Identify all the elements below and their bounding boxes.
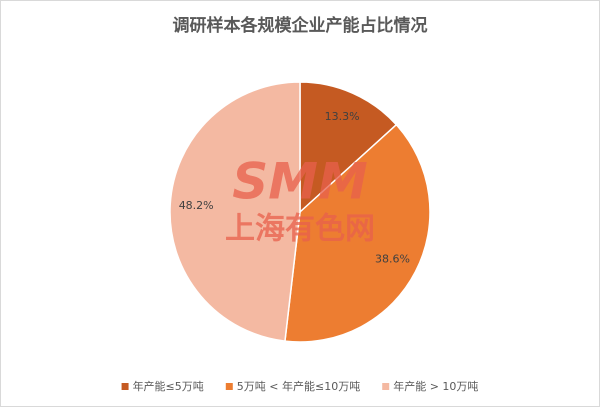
data-label: 48.2% (179, 199, 214, 212)
legend-label: 年产能 > 10万吨 (393, 379, 478, 393)
pie-slice (169, 81, 301, 342)
watermark-text: 上海有色网 (225, 212, 375, 247)
data-label: 13.3% (325, 110, 360, 123)
legend-swatch (225, 383, 233, 390)
pie (169, 81, 431, 343)
legend: 年产能≤5万吨 5万吨 < 年产能≤10万吨 年产能 > 10万吨 (121, 379, 478, 393)
legend-swatch (121, 383, 129, 390)
pie-slice (299, 81, 398, 214)
legend-label: 5万吨 < 年产能≤10万吨 (237, 379, 360, 393)
chart-title: 调研样本各规模企业产能占比情况 (173, 15, 428, 36)
watermark-logo: SMM (232, 153, 368, 211)
pie-slice (284, 123, 431, 343)
watermark: SMM 上海有色网 (225, 153, 375, 247)
legend-label: 年产能≤5万吨 (133, 379, 204, 393)
legend-swatch (382, 383, 390, 390)
data-label: 38.6% (375, 253, 410, 266)
